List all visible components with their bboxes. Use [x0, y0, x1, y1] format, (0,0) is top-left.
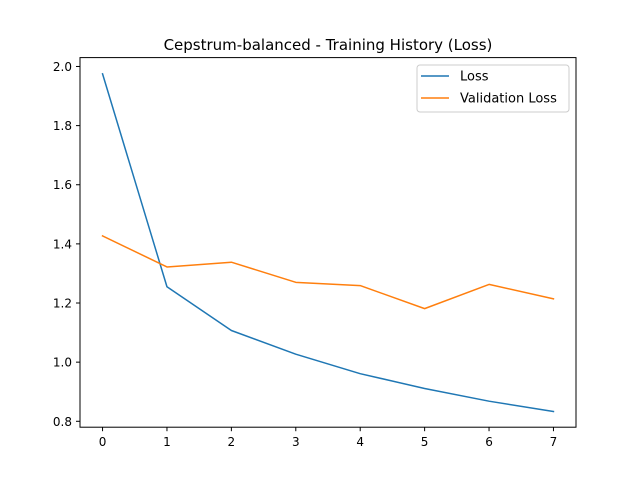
y-tick-label: 1.2 [53, 297, 72, 311]
legend-box [416, 64, 570, 113]
y-axis: 0.8 1.0 1.2 1.4 1.6 1.8 2.0 [53, 60, 80, 429]
x-tick-label: 6 [485, 435, 493, 449]
x-tick-label: 2 [228, 435, 236, 449]
x-tick-label: 3 [292, 435, 300, 449]
x-axis: 0 1 2 3 4 5 6 7 [99, 427, 558, 449]
series-lines [101, 72, 555, 413]
y-tick-label: 2.0 [53, 60, 72, 74]
x-tick-label: 1 [163, 435, 171, 449]
y-tick-label: 1.4 [53, 237, 72, 251]
x-tick-label: 4 [356, 435, 364, 449]
x-tick-label: 5 [421, 435, 429, 449]
x-tick-label: 0 [99, 435, 107, 449]
series-line-loss [101, 72, 555, 413]
y-tick-label: 1.8 [53, 119, 72, 133]
plot-area-frame [79, 57, 577, 428]
x-tick-label: 7 [550, 435, 558, 449]
legend: Loss Validation Loss [416, 64, 570, 113]
y-tick-label: 1.0 [53, 356, 72, 370]
series-line-validation-loss [101, 234, 555, 310]
y-tick-label: 1.6 [53, 178, 72, 192]
chart-title: Cepstrum-balanced - Training History (Lo… [164, 36, 493, 54]
legend-label-loss: Loss [460, 70, 489, 85]
legend-label-validation-loss: Validation Loss [460, 92, 557, 107]
y-tick-label: 0.8 [53, 415, 72, 429]
